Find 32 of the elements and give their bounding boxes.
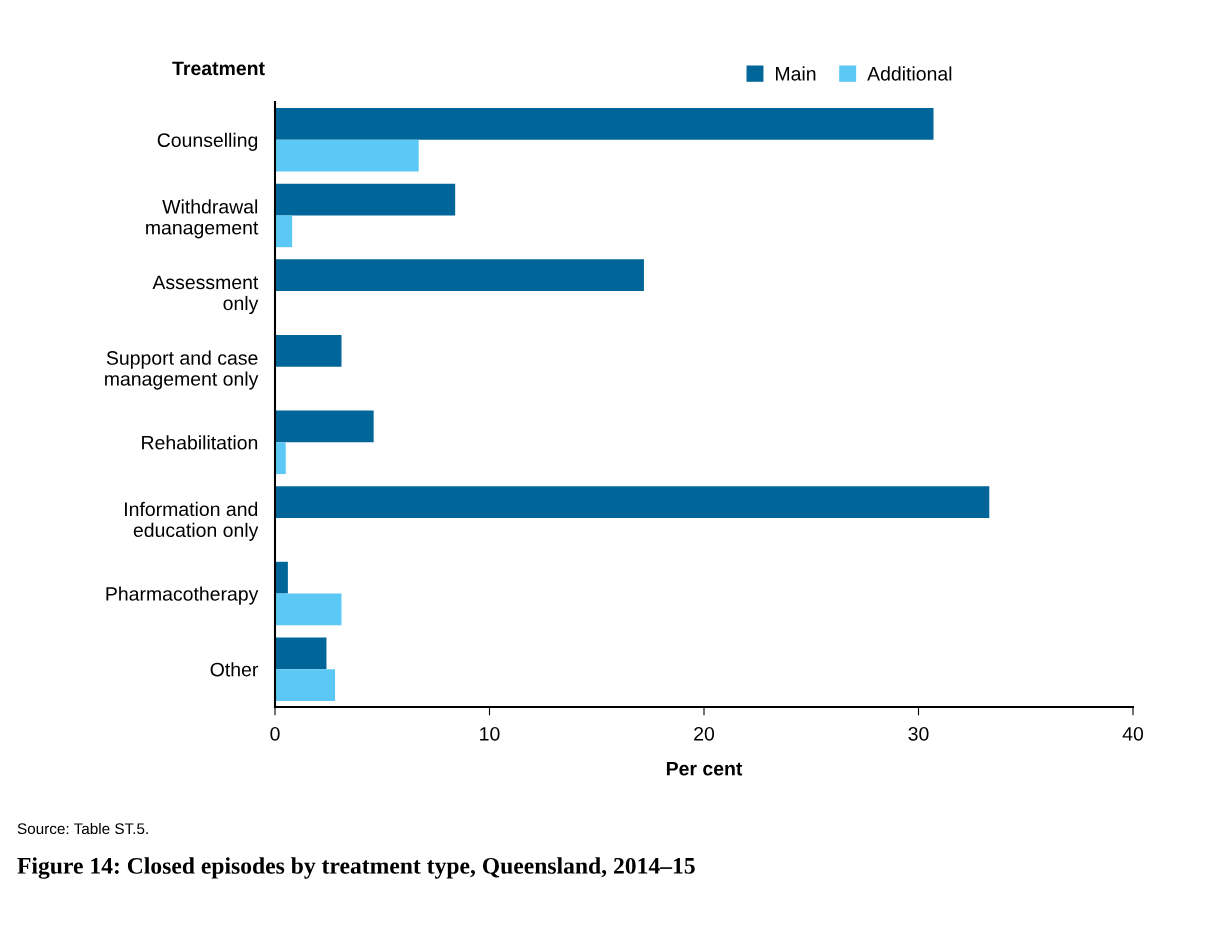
y-tick-label: Withdrawal management	[146, 199, 259, 239]
y-tick-label: Pharmacotherapy	[106, 586, 259, 605]
x-axis-title: Per cent	[666, 761, 743, 776]
bar	[275, 669, 336, 701]
bar	[275, 259, 644, 292]
x-tick-label: 0	[270, 726, 280, 741]
x-tick-label: 20	[694, 726, 715, 741]
bar	[275, 183, 456, 216]
bar	[275, 486, 990, 518]
source-note: Source: Table ST.5.	[17, 822, 148, 835]
text: Figure 14: Closed episodes by treatment type, Queensland, 2014–15	[17, 857, 695, 879]
y-tick-label: Other	[210, 662, 259, 677]
y-tick-label: Information and education only	[125, 501, 259, 541]
legend-label: Additional	[867, 66, 952, 81]
bar	[275, 593, 342, 626]
legend-label: Main	[776, 66, 816, 81]
bar	[275, 410, 374, 443]
bar	[275, 637, 327, 670]
bar	[275, 108, 934, 140]
bar	[275, 561, 288, 594]
bar	[275, 139, 419, 172]
y-tick-label: Support and case management only	[105, 350, 259, 390]
x-tick-label: 10	[480, 726, 500, 741]
y-tick-label: Assessment only	[152, 275, 259, 315]
x-tick-label: 30	[908, 726, 929, 741]
y-tick-label: Counselling	[157, 132, 258, 151]
x-tick-label: 40	[1122, 726, 1144, 741]
bar	[275, 442, 286, 475]
y-tick-label: Rehabilitation	[142, 435, 258, 450]
y-axis-title: Treatment	[172, 61, 265, 76]
bar	[275, 215, 293, 248]
bar	[275, 334, 342, 367]
